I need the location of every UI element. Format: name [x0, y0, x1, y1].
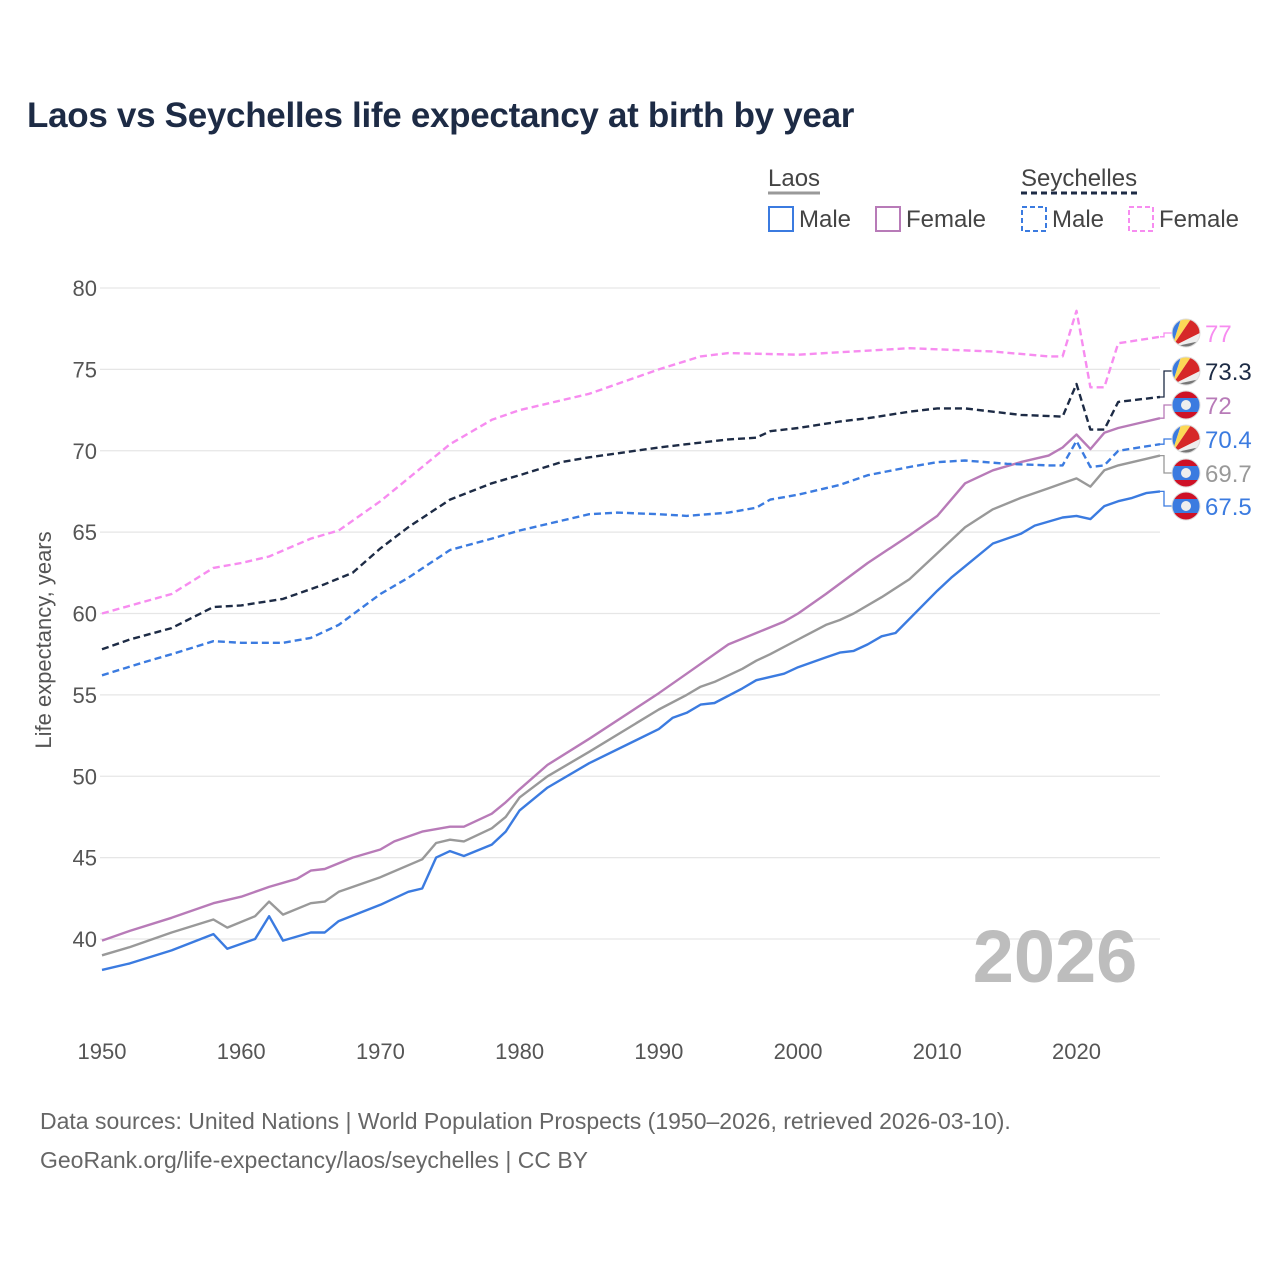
series-line-seychelles-female: [101, 309, 1161, 615]
footer-sources: Data sources: United Nations | World Pop…: [40, 1108, 1011, 1134]
end-value-label: 72: [1205, 393, 1232, 420]
y-tick-label: 60: [73, 602, 97, 627]
end-label-group: 69.7: [1160, 454, 1252, 488]
y-tick-label: 75: [73, 357, 97, 382]
label-connector: [1160, 370, 1172, 398]
laos-flag-icon: [1172, 492, 1200, 520]
series-line-laos-female: [101, 417, 1161, 942]
end-value-label: 77: [1205, 321, 1232, 348]
series-line-seychelles-male: [101, 439, 1161, 677]
x-tick-label: 1990: [634, 1039, 683, 1064]
label-connector: [1160, 332, 1172, 338]
footer-link[interactable]: GeoRank.org/life-expectancy/laos/seychel…: [40, 1147, 589, 1173]
series-line-laos: [101, 454, 1161, 957]
label-connector: [1160, 438, 1172, 445]
label-connector: [1160, 404, 1172, 419]
legend-seychelles-female: Female: [1159, 206, 1239, 233]
legend-swatch-laos-female: [875, 206, 901, 232]
y-tick-label: 80: [73, 276, 97, 301]
y-tick-label: 45: [73, 846, 97, 871]
x-tick-label: 2020: [1052, 1039, 1101, 1064]
y-tick-label: 65: [73, 520, 97, 545]
legend: Laos Male Female Seychelles Male Female: [768, 165, 1239, 233]
end-label-group: 73.3: [1160, 356, 1252, 398]
laos-flag-icon: [1172, 459, 1200, 487]
y-tick-label: 55: [73, 683, 97, 708]
legend-laos-male: Male: [799, 206, 851, 233]
seychelles-flag-icon: [1172, 357, 1200, 385]
chart-title: Laos vs Seychelles life expectancy at bi…: [27, 96, 855, 135]
end-value-label: 69.7: [1205, 461, 1252, 488]
y-tick-label: 50: [73, 764, 97, 789]
x-tick-label: 1980: [495, 1039, 544, 1064]
y-tick-label: 70: [73, 439, 97, 464]
x-tick-label: 1960: [217, 1039, 266, 1064]
year-watermark: 2026: [973, 915, 1138, 998]
end-label-group: 67.5: [1160, 490, 1252, 521]
label-connector: [1160, 490, 1172, 507]
laos-flag-icon: [1172, 391, 1200, 419]
y-axis-label: Life expectancy, years: [31, 531, 56, 748]
legend-group-seychelles: Seychelles: [1021, 165, 1137, 192]
y-tick-label: 40: [73, 927, 97, 952]
legend-swatch-seychelles-female: [1128, 206, 1154, 232]
legend-swatch-seychelles-male: [1021, 206, 1047, 232]
x-tick-label: 2000: [774, 1039, 823, 1064]
legend-group-laos: Laos: [768, 165, 820, 192]
x-tick-label: 2010: [913, 1039, 962, 1064]
label-connector: [1160, 454, 1172, 474]
legend-laos-female: Female: [906, 206, 986, 233]
end-label-group: 77: [1160, 318, 1232, 348]
series-line-laos-male: [101, 490, 1161, 972]
end-value-label: 70.4: [1205, 427, 1252, 454]
x-tick-label: 1970: [356, 1039, 405, 1064]
end-label-group: 70.4: [1160, 424, 1252, 454]
end-value-label: 73.3: [1205, 359, 1252, 386]
series-line-seychelles: [101, 382, 1161, 651]
legend-swatch-laos-male: [768, 206, 794, 232]
legend-seychelles-male: Male: [1052, 206, 1104, 233]
end-value-label: 67.5: [1205, 494, 1252, 521]
end-label-group: 72: [1160, 390, 1232, 420]
x-tick-label: 1950: [78, 1039, 127, 1064]
